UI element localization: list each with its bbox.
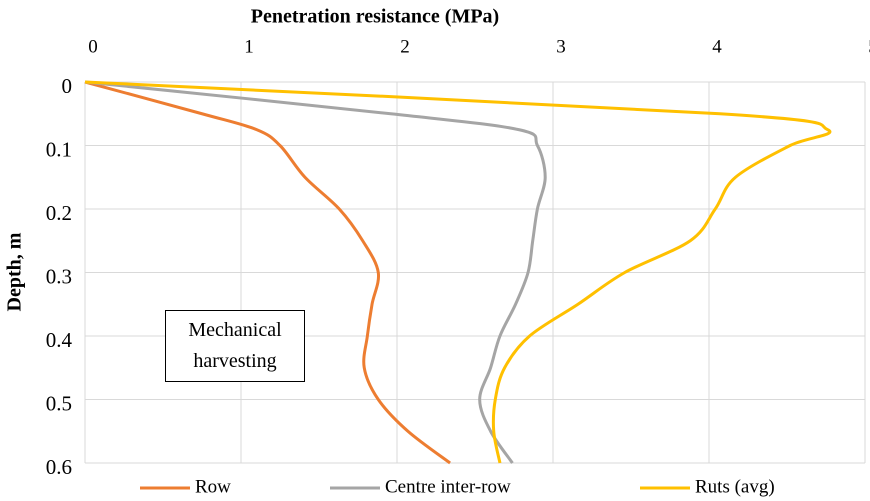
y-tick-label: 0 [62, 74, 73, 98]
legend-label: Row [195, 476, 231, 497]
x-tick-label: 1 [244, 36, 254, 57]
y-tick-label: 0.6 [46, 455, 72, 479]
y-tick-label: 0.2 [46, 201, 72, 225]
series-line [84, 80, 832, 464]
x-tick-label: 0 [88, 36, 98, 57]
x-tick-label: 5 [868, 36, 870, 57]
annotation: Mechanical harvesting [165, 310, 305, 382]
y-tick-label: 0.5 [46, 391, 72, 415]
series-line [84, 80, 547, 464]
chart-title: Penetration resistance (MPa) [251, 6, 499, 28]
y-tick-label: 0.3 [46, 264, 72, 288]
legend-label: Centre inter-row [385, 476, 511, 497]
y-tick-label: 0.4 [46, 328, 73, 352]
y-tick-label: 0.1 [46, 137, 72, 161]
x-tick-label: 3 [556, 36, 566, 57]
legend-label: Ruts (avg) [695, 476, 775, 497]
y-axis-title: Depth, m [4, 232, 26, 311]
x-tick-label: 2 [400, 36, 410, 57]
series-line [84, 80, 451, 465]
x-tick-label: 4 [712, 36, 722, 57]
